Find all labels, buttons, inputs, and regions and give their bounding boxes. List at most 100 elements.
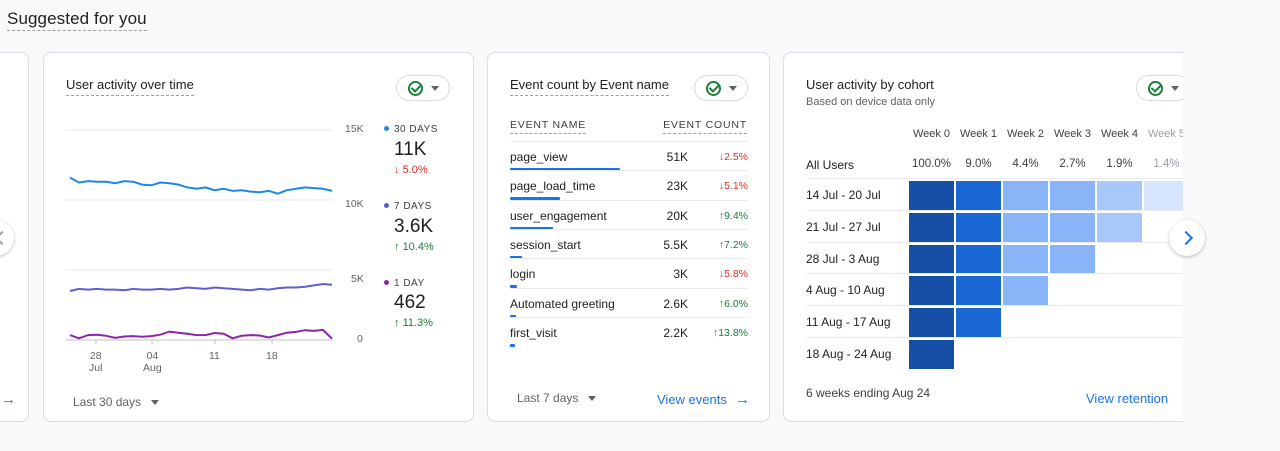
event-delta: ↑9.4% <box>718 209 748 222</box>
event-name: user_engagement <box>510 208 607 223</box>
caret-down-icon <box>430 85 439 91</box>
cohort-cell[interactable] <box>956 181 1001 210</box>
cohort-row: 21 Jul - 27 Jul <box>806 209 1183 242</box>
legend-7-days: 7 DAYS <box>384 201 432 212</box>
cohort-cell[interactable] <box>956 244 1001 274</box>
table-row[interactable]: first_visit 2.2K ↑13.8% <box>510 316 748 347</box>
caret-down-icon <box>151 399 160 405</box>
table-row[interactable]: Automated greeting 2.6K ↑6.0% <box>510 287 748 318</box>
cohort-label: 11 Aug - 17 Aug <box>806 315 891 330</box>
all-users-value: 4.4% <box>1012 158 1039 170</box>
y-tick-label: 10K <box>345 198 364 210</box>
series-7-days-line <box>69 282 333 292</box>
date-range-dropdown[interactable]: Last 30 days <box>73 395 160 409</box>
x-tick-label: 28 Jul <box>89 350 103 374</box>
table-row[interactable]: page_view 51K ↓2.5% <box>510 141 748 171</box>
cohort-cell[interactable] <box>909 276 954 306</box>
cohort-cell[interactable] <box>1097 181 1142 210</box>
insight-menu-button[interactable] <box>1136 75 1183 101</box>
cohort-cell[interactable] <box>909 244 954 274</box>
cohort-row: 4 Aug - 10 Aug <box>806 273 1183 306</box>
view-retention-link[interactable]: View retention <box>1086 391 1169 406</box>
event-share-bar <box>510 197 560 201</box>
event-name: login <box>510 267 536 282</box>
date-range-dropdown[interactable]: Last 7 days <box>517 391 597 405</box>
user-activity-chart <box>66 129 333 344</box>
cohort-cell[interactable] <box>956 276 1001 306</box>
cohort-row: 18 Aug - 24 Aug <box>806 337 1183 369</box>
legend-30-days-value: 11K <box>394 139 427 160</box>
cohort-cell[interactable] <box>1144 181 1183 210</box>
table-row[interactable]: page_load_time 23K ↓5.1% <box>510 170 748 201</box>
cohort-cell[interactable] <box>909 308 954 338</box>
check-circle-icon <box>407 80 423 96</box>
event-name: Automated greeting <box>510 296 615 311</box>
event-count: 2.6K <box>663 296 688 311</box>
event-count: 2.2K <box>663 325 688 340</box>
table-row[interactable]: login 3K ↓5.8% <box>510 258 748 289</box>
check-circle-icon <box>705 80 721 96</box>
cohort-cell[interactable] <box>1050 181 1095 210</box>
event-delta: ↑6.0% <box>718 297 748 310</box>
cohort-cell[interactable] <box>909 181 954 210</box>
column-header-event-name[interactable]: EVENT NAME <box>510 119 587 134</box>
week-column-header: Week 2 <box>1006 128 1045 140</box>
y-tick-label: 5K <box>351 273 364 285</box>
date-range-label: Last 7 days <box>517 391 579 405</box>
cohort-label: 21 Jul - 27 Jul <box>806 219 881 234</box>
event-share-bar <box>510 314 516 318</box>
event-share-bar <box>510 255 523 259</box>
cohort-cell[interactable] <box>1003 181 1048 210</box>
cohort-cell[interactable] <box>956 308 1001 338</box>
legend-7-days-delta: ↑ 10.4% <box>394 241 434 253</box>
x-tick-label: 18 <box>266 350 278 362</box>
event-delta: ↓2.5% <box>718 151 748 163</box>
series-1-day-line <box>69 328 333 340</box>
cohort-label: 14 Jul - 20 Jul <box>806 188 881 202</box>
check-circle-icon <box>1147 80 1163 96</box>
legend-1-day-delta: ↑ 11.3% <box>394 317 433 329</box>
cohort-cell[interactable] <box>909 340 954 369</box>
all-users-label: All Users <box>806 158 855 172</box>
event-delta: ↓5.1% <box>718 180 748 193</box>
week-column-header: Week 0 <box>912 128 951 140</box>
series-30-days-line <box>69 176 333 195</box>
card-title[interactable]: User activity over time <box>66 77 194 96</box>
column-header-event-count[interactable]: EVENT COUNT <box>663 119 747 134</box>
cohort-card: User activity by cohort Based on device … <box>783 52 1183 422</box>
insight-menu-button[interactable] <box>694 75 748 101</box>
user-activity-card: User activity over time 15K 10K 5K 0 28 J… <box>43 52 474 422</box>
cohort-cell[interactable] <box>1003 276 1048 306</box>
caret-down-icon <box>588 395 597 401</box>
cohort-label: 18 Aug - 24 Aug <box>806 347 892 361</box>
event-delta: ↓5.8% <box>718 268 748 281</box>
date-range-label: Last 30 days <box>73 395 142 409</box>
week-column-header: Week 3 <box>1053 128 1092 140</box>
card-title[interactable]: Event count by Event name <box>510 77 669 96</box>
view-events-link[interactable]: View events → <box>657 391 750 408</box>
arrow-right-icon[interactable]: → <box>1 391 16 408</box>
cohort-row: 14 Jul - 20 Jul <box>806 178 1183 210</box>
table-row[interactable]: user_engagement 20K ↑9.4% <box>510 199 748 230</box>
table-row[interactable]: session_start 5.5K ↑7.2% <box>510 228 748 259</box>
event-name: page_load_time <box>510 179 596 194</box>
cohort-cell[interactable] <box>1097 212 1142 242</box>
all-users-value: 2.7% <box>1059 158 1086 170</box>
cohort-cell[interactable] <box>1003 212 1048 242</box>
caret-down-icon <box>728 85 737 91</box>
event-count: 20K <box>666 208 688 223</box>
all-users-value: 1.9% <box>1106 158 1133 170</box>
week-column-header: Week 4 <box>1100 128 1139 140</box>
legend-7-days-value: 3.6K <box>394 216 434 237</box>
event-count: 5.5K <box>663 237 688 252</box>
event-delta: ↑7.2% <box>718 238 748 251</box>
carousel-prev-button[interactable] <box>0 220 14 256</box>
cohort-row: 28 Jul - 3 Aug <box>806 241 1183 274</box>
cohort-cell[interactable] <box>956 212 1001 242</box>
cohort-cell[interactable] <box>1050 212 1095 242</box>
cohort-cell[interactable] <box>1050 244 1095 274</box>
insight-menu-button[interactable] <box>396 75 450 101</box>
carousel-next-button[interactable] <box>1169 220 1205 256</box>
cohort-cell[interactable] <box>1003 244 1048 274</box>
cohort-cell[interactable] <box>909 212 954 242</box>
